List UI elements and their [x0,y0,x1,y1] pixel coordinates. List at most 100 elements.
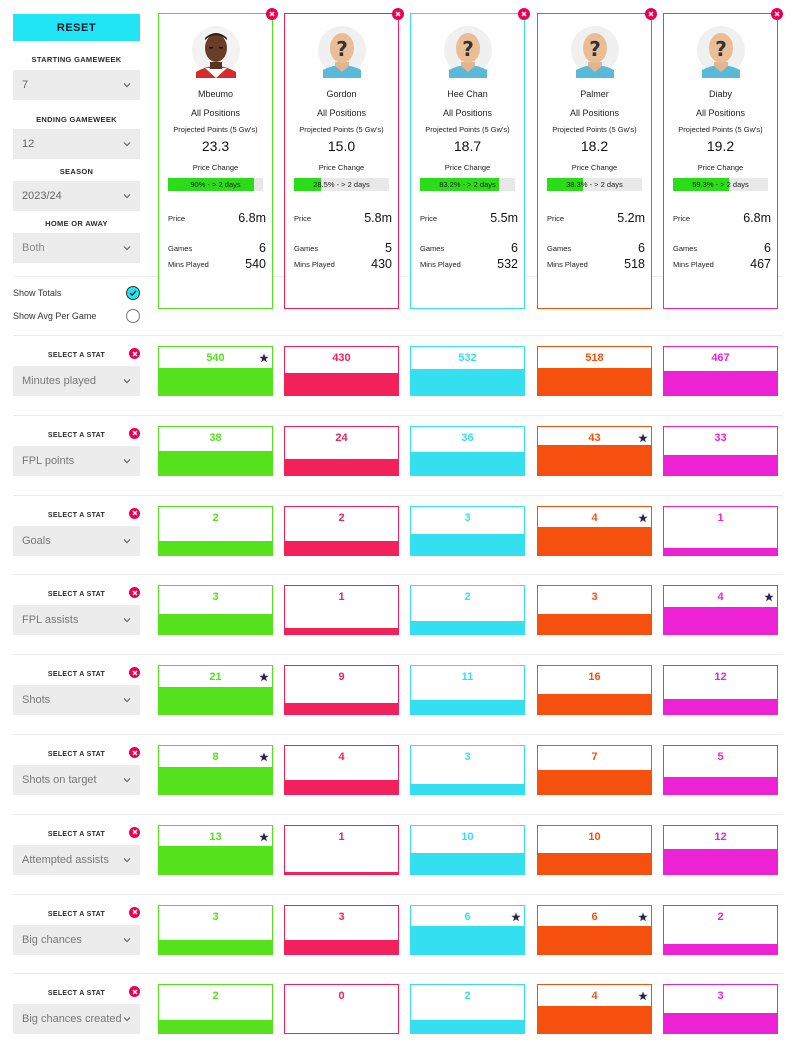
stat-value: 532 [458,352,477,364]
stat-bar-fill [285,373,398,395]
price-change-bar: 83.2% - > 2 days [420,178,515,191]
stat-value: 33 [714,431,727,444]
price-label: Price [547,213,565,223]
price-row: Price 5.8m [294,211,392,225]
starting-gameweek-select[interactable]: 7 [13,70,140,100]
projected-points-value: 15.0 [327,138,356,154]
player-name: Mbeumo [197,89,233,99]
price-change-label: Price Change [192,163,239,172]
checkmark-icon[interactable] [126,286,140,300]
reset-button[interactable]: RESET [13,14,140,41]
player-name: Hee Chan [447,89,488,99]
stat-bar-fill [538,614,651,635]
remove-stat-icon[interactable] [129,826,140,838]
remove-stat-icon[interactable] [129,427,140,439]
stat-bar-fill [538,368,651,395]
games-label: Games [547,243,572,253]
divider [13,654,783,656]
games-row: Games 6 [420,241,518,255]
price-label: Price [673,213,691,223]
starting-gameweek-value: 7 [22,79,29,91]
stat-select-value: Shots on target [22,774,97,786]
stat-bar-fill [159,846,272,874]
stat-value: 2 [212,511,219,524]
stat-select[interactable]: FPL points [13,445,140,476]
star-icon [638,430,648,443]
radio-button[interactable] [126,309,140,323]
games-row: Games 6 [168,241,266,255]
stat-select[interactable]: Shots [13,685,140,716]
select-stat-label: SELECT A STAT [47,751,106,758]
star-icon [259,669,269,682]
stat-select[interactable]: Shots on target [13,765,140,795]
stat-cell: 532 [410,346,525,396]
divider [13,734,783,735]
remove-player-icon[interactable] [771,8,783,20]
stat-select[interactable]: Attempted assists [13,844,140,875]
stat-value: 3 [338,910,345,923]
projected-points-label: Projected Points (5 Gw's) [678,125,763,134]
projected-points-value: 18.7 [453,138,482,154]
select-stat-label: SELECT A STAT [47,591,106,599]
remove-stat-icon[interactable] [129,507,140,519]
player-position: All Positions [442,108,493,118]
games-value: 6 [259,241,266,255]
stat-cell: 38 [158,425,273,476]
stat-select[interactable]: Big chances [13,924,140,955]
stat-select[interactable]: Big chances created [13,1004,140,1035]
stat-value: 3 [212,591,219,604]
stat-cell: 12 [663,665,778,716]
mins-played-value: 467 [750,257,771,271]
stat-bar-fill [538,527,651,555]
stat-bar-fill [411,699,524,715]
player-card: ? Hee Chan All Positions Projected Points (… [410,8,530,309]
show-avg-toggle[interactable]: Show Avg Per Game [13,307,140,325]
player-position: All Positions [190,108,241,118]
stat-select[interactable]: Goals [13,525,140,556]
remove-stat-icon[interactable] [129,747,140,758]
home-or-away-select[interactable]: Both [13,233,140,263]
mins-played-row: Mins Played 467 [673,257,771,271]
stat-bar-fill [538,852,651,874]
stat-value: 12 [714,830,727,843]
ending-gameweek-select[interactable]: 12 [13,129,140,159]
remove-player-icon[interactable] [518,8,530,20]
stat-value: 12 [714,671,727,684]
mins-played-row: Mins Played 518 [547,257,645,271]
stat-value: 4 [717,591,724,604]
stat-select[interactable]: FPL assists [13,605,140,636]
remove-stat-icon[interactable] [129,587,140,599]
remove-player-icon[interactable] [392,8,404,20]
stat-select[interactable]: Minutes played [13,366,140,396]
stat-bar-fill [411,852,524,874]
stat-bar-fill [285,541,398,555]
remove-stat-icon[interactable] [129,906,140,918]
stat-value: 1 [338,591,345,604]
stat-cell: 9 [284,665,399,716]
stat-cell: 3 [537,585,652,636]
stat-value: 13 [209,830,222,843]
stat-cell: 4 [537,505,652,556]
chevron-down-icon [123,377,131,385]
stat-cell: 33 [663,425,778,476]
remove-stat-icon[interactable] [129,667,140,679]
projected-points-value: 18.2 [580,138,609,154]
chevron-down-icon [123,537,131,545]
stat-cell: 4 [284,745,399,795]
stat-select-value: Attempted assists [22,853,109,866]
remove-player-icon[interactable] [645,8,657,20]
remove-player-icon[interactable] [266,8,278,20]
stat-bar-fill [285,627,398,635]
stat-value: 6 [591,910,598,923]
stat-select-value: Minutes played [22,375,96,387]
remove-stat-icon[interactable] [129,348,140,359]
star-icon [638,988,648,1001]
star-icon [638,909,648,921]
price-value: 6.8m [743,211,771,225]
stat-cell: 6 [537,904,652,955]
stat-bar-fill [664,698,777,715]
season-select[interactable]: 2023/24 [13,181,140,211]
remove-stat-icon[interactable] [129,986,140,998]
show-totals-toggle[interactable]: Show Totals [13,284,140,302]
projected-points-label: Projected Points (5 Gw's) [173,125,258,134]
